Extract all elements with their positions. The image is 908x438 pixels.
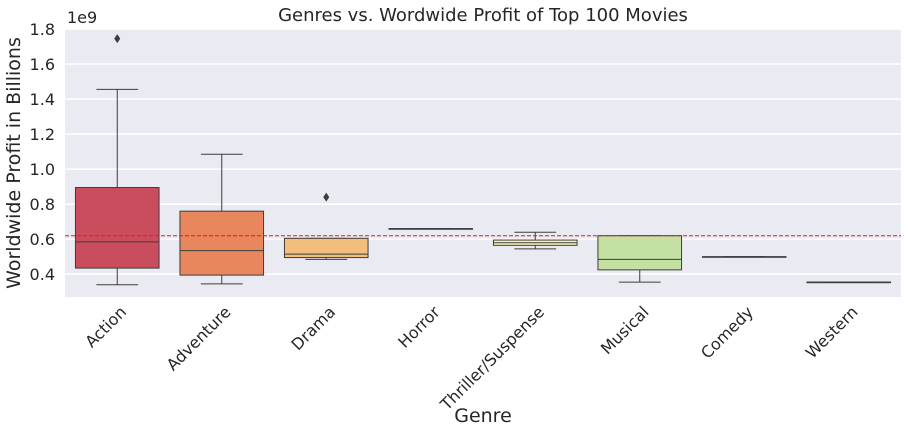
x-tick-labels: Action Adventure Drama HorrorThriller/Suspe… <box>81 302 861 414</box>
y-axis-label: Worldwide Profit in Billions <box>3 37 25 289</box>
x-tick-label: Adventure <box>163 302 235 374</box>
x-tick-label: Thriller/Suspense <box>436 302 548 414</box>
box-body <box>283 237 369 259</box>
box-musical <box>597 235 683 283</box>
y-tick-label: 1.4 <box>30 90 55 109</box>
x-tick-label: Horror <box>394 302 444 352</box>
y-tick-label: 0.8 <box>30 195 55 214</box>
y-offset-label: 1e9 <box>67 8 97 27</box>
y-tick-labels: 0.4 0.6 0.8 1.0 1.2 1.4 1.6 1.8 <box>30 20 55 284</box>
box-body <box>597 235 683 271</box>
y-tick-label: 0.6 <box>30 230 55 249</box>
box-comedy <box>701 256 787 258</box>
box-action <box>74 34 160 286</box>
box-western <box>806 281 892 284</box>
outlier-marker <box>323 192 330 202</box>
box-adventure <box>179 153 265 285</box>
chart-title: Genres vs. Wordwide Profit of Top 100 Mo… <box>278 5 688 26</box>
y-tick-label: 1.6 <box>30 55 55 74</box>
box-horror <box>388 228 474 230</box>
y-tick-label: 1.0 <box>30 160 55 179</box>
y-tick-label: 1.2 <box>30 125 55 144</box>
x-tick-label: Drama <box>287 302 339 354</box>
x-axis-label: Genre <box>454 405 512 427</box>
box-body <box>179 210 265 276</box>
boxes-layer <box>74 34 892 286</box>
x-tick-label: Western <box>802 302 862 362</box>
x-tick-label: Comedy <box>697 302 757 362</box>
x-tick-label: Action <box>81 302 130 351</box>
outlier-marker <box>114 34 121 44</box>
box-thriller-suspense <box>492 231 578 250</box>
x-tick-label: Musical <box>597 302 653 358</box>
y-tick-label: 1.8 <box>30 20 55 39</box>
box-drama <box>283 192 369 260</box>
box-body <box>74 187 160 269</box>
y-tick-label: 0.4 <box>30 265 55 284</box>
